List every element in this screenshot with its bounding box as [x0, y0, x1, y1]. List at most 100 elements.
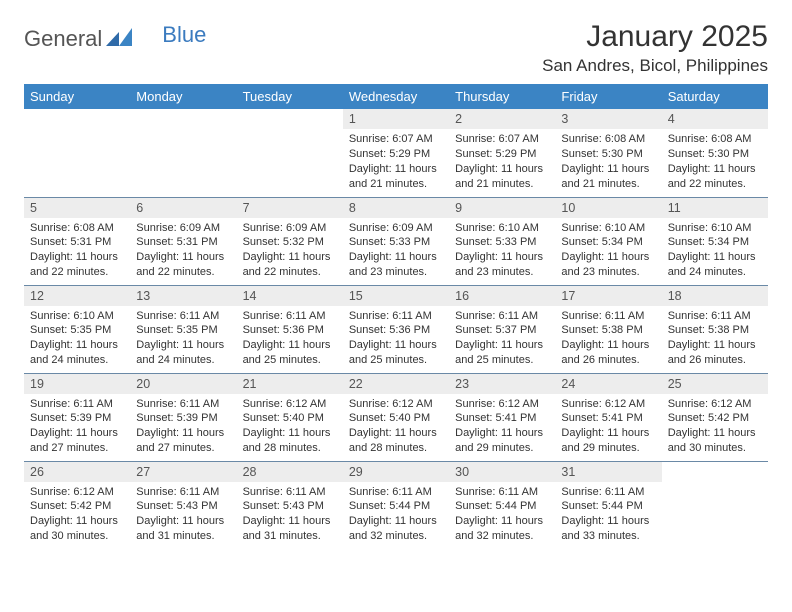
- day-details: Sunrise: 6:07 AMSunset: 5:29 PMDaylight:…: [343, 129, 449, 195]
- weekday-header: Sunday: [24, 84, 130, 109]
- day-details: Sunrise: 6:10 AMSunset: 5:34 PMDaylight:…: [662, 218, 768, 284]
- day-details: Sunrise: 6:09 AMSunset: 5:31 PMDaylight:…: [130, 218, 236, 284]
- day-details: Sunrise: 6:11 AMSunset: 5:39 PMDaylight:…: [24, 394, 130, 460]
- day-number: 27: [130, 462, 236, 482]
- day-details: Sunrise: 6:08 AMSunset: 5:31 PMDaylight:…: [24, 218, 130, 284]
- day-number: 16: [449, 286, 555, 306]
- day-details: Sunrise: 6:12 AMSunset: 5:41 PMDaylight:…: [449, 394, 555, 460]
- calendar-day-cell: 15Sunrise: 6:11 AMSunset: 5:36 PMDayligh…: [343, 285, 449, 373]
- calendar-day-cell: 1Sunrise: 6:07 AMSunset: 5:29 PMDaylight…: [343, 109, 449, 197]
- calendar-day-cell: 22Sunrise: 6:12 AMSunset: 5:40 PMDayligh…: [343, 373, 449, 461]
- weekday-header: Monday: [130, 84, 236, 109]
- day-number: 29: [343, 462, 449, 482]
- day-details: Sunrise: 6:09 AMSunset: 5:33 PMDaylight:…: [343, 218, 449, 284]
- day-number: 14: [237, 286, 343, 306]
- day-number: 13: [130, 286, 236, 306]
- day-number: 23: [449, 374, 555, 394]
- day-details: Sunrise: 6:11 AMSunset: 5:35 PMDaylight:…: [130, 306, 236, 372]
- calendar-week-row: 12Sunrise: 6:10 AMSunset: 5:35 PMDayligh…: [24, 285, 768, 373]
- day-number: 22: [343, 374, 449, 394]
- calendar-day-cell: 23Sunrise: 6:12 AMSunset: 5:41 PMDayligh…: [449, 373, 555, 461]
- day-number: 26: [24, 462, 130, 482]
- calendar-day-cell: 28Sunrise: 6:11 AMSunset: 5:43 PMDayligh…: [237, 461, 343, 549]
- logo-text-blue: Blue: [162, 22, 206, 48]
- day-details: Sunrise: 6:11 AMSunset: 5:44 PMDaylight:…: [343, 482, 449, 548]
- day-details: Sunrise: 6:08 AMSunset: 5:30 PMDaylight:…: [555, 129, 661, 195]
- calendar-day-cell: 11Sunrise: 6:10 AMSunset: 5:34 PMDayligh…: [662, 197, 768, 285]
- day-number: 24: [555, 374, 661, 394]
- day-number: 10: [555, 198, 661, 218]
- day-number: 8: [343, 198, 449, 218]
- logo: General Blue: [24, 20, 206, 52]
- calendar-day-cell: 17Sunrise: 6:11 AMSunset: 5:38 PMDayligh…: [555, 285, 661, 373]
- calendar-week-row: 5Sunrise: 6:08 AMSunset: 5:31 PMDaylight…: [24, 197, 768, 285]
- calendar-table: Sunday Monday Tuesday Wednesday Thursday…: [24, 84, 768, 549]
- calendar-day-cell: [662, 461, 768, 549]
- calendar-day-cell: 30Sunrise: 6:11 AMSunset: 5:44 PMDayligh…: [449, 461, 555, 549]
- day-details: Sunrise: 6:11 AMSunset: 5:39 PMDaylight:…: [130, 394, 236, 460]
- day-details: Sunrise: 6:07 AMSunset: 5:29 PMDaylight:…: [449, 129, 555, 195]
- calendar-week-row: 1Sunrise: 6:07 AMSunset: 5:29 PMDaylight…: [24, 109, 768, 197]
- day-details: Sunrise: 6:12 AMSunset: 5:42 PMDaylight:…: [24, 482, 130, 548]
- calendar-day-cell: 19Sunrise: 6:11 AMSunset: 5:39 PMDayligh…: [24, 373, 130, 461]
- day-details: Sunrise: 6:12 AMSunset: 5:40 PMDaylight:…: [343, 394, 449, 460]
- weekday-header: Wednesday: [343, 84, 449, 109]
- calendar-day-cell: 21Sunrise: 6:12 AMSunset: 5:40 PMDayligh…: [237, 373, 343, 461]
- day-number: 30: [449, 462, 555, 482]
- day-details: Sunrise: 6:10 AMSunset: 5:33 PMDaylight:…: [449, 218, 555, 284]
- calendar-day-cell: 26Sunrise: 6:12 AMSunset: 5:42 PMDayligh…: [24, 461, 130, 549]
- day-details: Sunrise: 6:12 AMSunset: 5:40 PMDaylight:…: [237, 394, 343, 460]
- day-number: 7: [237, 198, 343, 218]
- day-number: 5: [24, 198, 130, 218]
- day-number: 18: [662, 286, 768, 306]
- calendar-day-cell: 24Sunrise: 6:12 AMSunset: 5:41 PMDayligh…: [555, 373, 661, 461]
- calendar-day-cell: [24, 109, 130, 197]
- day-number: 21: [237, 374, 343, 394]
- day-number: 3: [555, 109, 661, 129]
- calendar-day-cell: 2Sunrise: 6:07 AMSunset: 5:29 PMDaylight…: [449, 109, 555, 197]
- calendar-day-cell: [237, 109, 343, 197]
- weekday-header-row: Sunday Monday Tuesday Wednesday Thursday…: [24, 84, 768, 109]
- day-details: Sunrise: 6:11 AMSunset: 5:37 PMDaylight:…: [449, 306, 555, 372]
- weekday-header: Saturday: [662, 84, 768, 109]
- calendar-day-cell: 5Sunrise: 6:08 AMSunset: 5:31 PMDaylight…: [24, 197, 130, 285]
- day-details: Sunrise: 6:10 AMSunset: 5:34 PMDaylight:…: [555, 218, 661, 284]
- calendar-week-row: 19Sunrise: 6:11 AMSunset: 5:39 PMDayligh…: [24, 373, 768, 461]
- day-details: Sunrise: 6:12 AMSunset: 5:42 PMDaylight:…: [662, 394, 768, 460]
- logo-mark-icon: [106, 26, 132, 52]
- day-details: Sunrise: 6:11 AMSunset: 5:44 PMDaylight:…: [555, 482, 661, 548]
- day-number: 19: [24, 374, 130, 394]
- day-details: Sunrise: 6:11 AMSunset: 5:43 PMDaylight:…: [237, 482, 343, 548]
- calendar-day-cell: [130, 109, 236, 197]
- day-number: 15: [343, 286, 449, 306]
- calendar-day-cell: 8Sunrise: 6:09 AMSunset: 5:33 PMDaylight…: [343, 197, 449, 285]
- day-number: 17: [555, 286, 661, 306]
- day-details: Sunrise: 6:11 AMSunset: 5:36 PMDaylight:…: [343, 306, 449, 372]
- day-details: Sunrise: 6:11 AMSunset: 5:36 PMDaylight:…: [237, 306, 343, 372]
- calendar-day-cell: 12Sunrise: 6:10 AMSunset: 5:35 PMDayligh…: [24, 285, 130, 373]
- day-number: 11: [662, 198, 768, 218]
- calendar-day-cell: 4Sunrise: 6:08 AMSunset: 5:30 PMDaylight…: [662, 109, 768, 197]
- calendar-day-cell: 6Sunrise: 6:09 AMSunset: 5:31 PMDaylight…: [130, 197, 236, 285]
- calendar-day-cell: 13Sunrise: 6:11 AMSunset: 5:35 PMDayligh…: [130, 285, 236, 373]
- logo-text-general: General: [24, 26, 102, 52]
- location: San Andres, Bicol, Philippines: [542, 56, 768, 76]
- day-number: 1: [343, 109, 449, 129]
- day-details: Sunrise: 6:12 AMSunset: 5:41 PMDaylight:…: [555, 394, 661, 460]
- calendar-day-cell: 25Sunrise: 6:12 AMSunset: 5:42 PMDayligh…: [662, 373, 768, 461]
- weekday-header: Friday: [555, 84, 661, 109]
- day-details: Sunrise: 6:11 AMSunset: 5:43 PMDaylight:…: [130, 482, 236, 548]
- weekday-header: Tuesday: [237, 84, 343, 109]
- calendar-day-cell: 7Sunrise: 6:09 AMSunset: 5:32 PMDaylight…: [237, 197, 343, 285]
- day-number: 20: [130, 374, 236, 394]
- day-number: 2: [449, 109, 555, 129]
- calendar-day-cell: 16Sunrise: 6:11 AMSunset: 5:37 PMDayligh…: [449, 285, 555, 373]
- weekday-header: Thursday: [449, 84, 555, 109]
- day-number: 9: [449, 198, 555, 218]
- calendar-day-cell: 10Sunrise: 6:10 AMSunset: 5:34 PMDayligh…: [555, 197, 661, 285]
- calendar-day-cell: 20Sunrise: 6:11 AMSunset: 5:39 PMDayligh…: [130, 373, 236, 461]
- month-title: January 2025: [542, 20, 768, 54]
- day-number: 31: [555, 462, 661, 482]
- day-details: Sunrise: 6:11 AMSunset: 5:44 PMDaylight:…: [449, 482, 555, 548]
- day-number: 6: [130, 198, 236, 218]
